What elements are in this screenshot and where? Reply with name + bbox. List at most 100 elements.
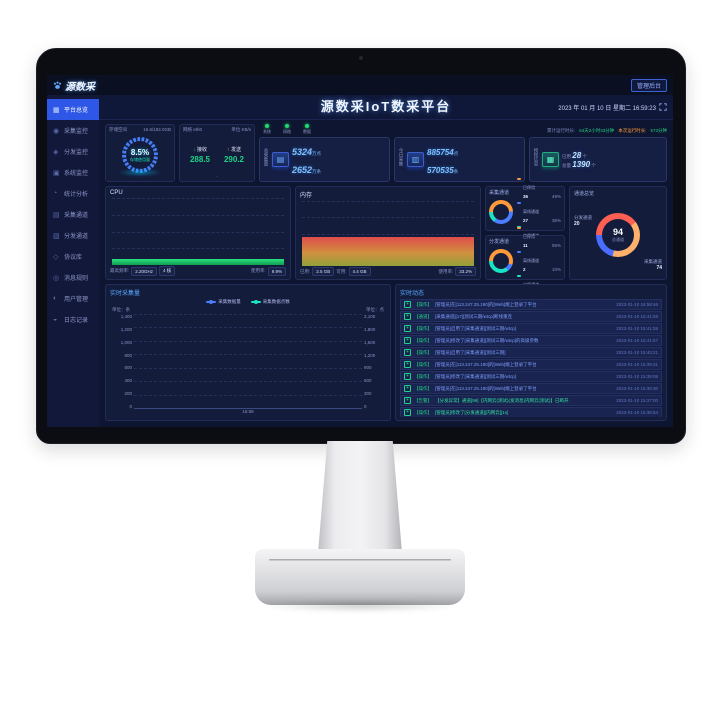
- status-dot-item: 系统: [261, 124, 273, 137]
- activity-tag: 【操作】: [414, 325, 432, 331]
- legend-value: 36: [523, 194, 529, 199]
- activity-row[interactable]: + 【操作】 [管理员]在[113.247.25.190]的[Web]端上登录了…: [400, 299, 662, 310]
- expand-plus-icon[interactable]: +: [404, 313, 411, 320]
- activity-message: [管理员]修改了[采集通道][测试三期/wtcp]: [435, 373, 517, 379]
- donut-legend-row: 离线通道 2 10%: [517, 249, 561, 272]
- sidebar-item[interactable]: ◐ 用户管理: [47, 288, 99, 309]
- topbar: 源数采 管理后台: [47, 75, 673, 95]
- collect-annotation: 采集通道 74: [644, 259, 662, 271]
- activity-row[interactable]: + 【操作】 [管理员]修改了[分发通道][内网云][1s] 2023-01-1…: [400, 407, 662, 417]
- cpu-usage-label: 使用率:: [250, 268, 266, 273]
- recv-value: 288.5: [189, 154, 211, 164]
- activity-row[interactable]: + 【操作】 [管理员]在[113.247.25.190]的[Web]端上登录了…: [400, 383, 662, 394]
- axis-tick: 1,400: [120, 314, 132, 319]
- activity-row[interactable]: + 【操作】 [管理员]修改了[采集通道][测试三期/wtcp] 2023-01…: [400, 371, 662, 382]
- activity-row[interactable]: + 【告警】 【分发异常】通道[99]【内网云(测试)(发消息)内网云(测试)】…: [400, 395, 662, 406]
- activity-time: 2023-01-10 15:35:54: [616, 410, 658, 415]
- channel-total-title: 通道总览: [574, 191, 595, 197]
- license-used-value: 28: [572, 150, 582, 160]
- activity-tag: 【通道】: [414, 313, 432, 319]
- logo-text: 源数采: [65, 81, 95, 93]
- dispatch-channel-donut: [489, 249, 513, 273]
- memory-avail-label: 可用:: [336, 268, 347, 274]
- sidebar-item[interactable]: ◎ 消息规则: [47, 267, 99, 288]
- sidebar-item[interactable]: ▣ 系统监控: [47, 162, 99, 183]
- expand-plus-icon[interactable]: +: [404, 301, 411, 308]
- activity-tag: 【操作】: [414, 409, 432, 415]
- network-title: 网络 eth0: [183, 127, 203, 132]
- sidebar-item-icon: ◇: [53, 253, 59, 261]
- expand-plus-icon[interactable]: +: [404, 349, 411, 356]
- status-dot-item: 网络: [281, 124, 293, 137]
- webcam-dot: [359, 56, 363, 60]
- activity-row[interactable]: + 【操作】 [管理员]在[113.247.25.190]的[Web]端上登录了…: [400, 359, 662, 370]
- activity-message: 【分发异常】通道[99]【内网云(测试)(发消息)内网云(测试)】已断开: [435, 397, 569, 403]
- storage-gauge-ring: [122, 137, 158, 173]
- activity-row[interactable]: + 【操作】 [管理员]修改了[采集通道][测试三期/wtcp]的高级参数 20…: [400, 335, 662, 346]
- expand-plus-icon[interactable]: +: [404, 325, 411, 332]
- activity-message: [管理员]修改了[采集通道][测试三期/wtcp]的高级参数: [435, 337, 539, 343]
- sidebar-item-icon: ◉: [53, 127, 60, 135]
- x-axis-tick: 16:58: [242, 409, 254, 414]
- admin-console-button[interactable]: 管理后台: [630, 78, 667, 92]
- chart-legend-item[interactable]: 采集数据点数: [250, 299, 290, 305]
- expand-plus-icon[interactable]: +: [404, 397, 411, 404]
- dispatch-channel-card: 分发通道 已停用: [485, 227, 565, 296]
- sidebar-item-label: 采集通道: [64, 213, 89, 219]
- legend-percent: 10%: [551, 267, 561, 272]
- runtime-total-value: 64天2小时33分钟: [579, 127, 615, 133]
- sidebar-item[interactable]: ▤ 采集通道: [47, 204, 99, 225]
- sidebar-item[interactable]: ▦ 平台总览: [47, 99, 99, 120]
- expand-plus-icon[interactable]: +: [404, 361, 411, 368]
- chart-legend-item[interactable]: 采集数据量: [206, 299, 241, 305]
- activity-time: 2023-01-10 16:58:46: [616, 302, 658, 307]
- floor-shadow: [228, 598, 492, 614]
- sidebar-item[interactable]: ◇ 协议库: [47, 246, 99, 267]
- left-axis-unit: 单位：条: [112, 307, 130, 312]
- channel-total-label: 总通道: [612, 236, 624, 242]
- expand-plus-icon[interactable]: +: [404, 409, 411, 416]
- legend-percent: 49%: [551, 194, 561, 199]
- activity-tag: 【操作】: [414, 337, 432, 343]
- channel-total-value: 94: [612, 226, 623, 237]
- license-used-unit: 个: [582, 153, 587, 159]
- collect-channel-donut: [489, 200, 513, 224]
- sidebar-item-label: 日志记录: [64, 318, 89, 324]
- status-dot-label: 数据: [303, 129, 311, 134]
- sidebar-item-icon: ▧: [53, 232, 60, 240]
- fullscreen-icon[interactable]: [659, 103, 667, 111]
- monitor-stand-neck: [318, 441, 402, 553]
- activity-tag: 【告警】: [414, 397, 432, 403]
- page-title: 源数采IoT数采平台: [320, 99, 452, 114]
- status-dot-label: 系统: [263, 129, 271, 134]
- activity-row[interactable]: + 【通道】 [采集通道][17][测试三期/wtcp]断线重连 2023-01…: [400, 311, 662, 322]
- sidebar-item[interactable]: ◒ 日志记录: [47, 309, 99, 330]
- expand-plus-icon[interactable]: +: [404, 373, 411, 380]
- sidebar-item-label: 分发监控: [64, 150, 89, 156]
- sidebar-item[interactable]: ◉ 采集监控: [47, 120, 99, 141]
- legend-marker: [517, 227, 521, 229]
- app-logo: 源数采: [53, 78, 103, 93]
- storage-title: 存储空间: [109, 127, 127, 132]
- activity-row[interactable]: + 【操作】 [管理员]启用了[采集通道][测试三期] 2023-01-10 1…: [400, 347, 662, 358]
- activity-row[interactable]: + 【操作】 [管理员]启用了[采集通道][测试三期/wtcp] 2023-01…: [400, 323, 662, 334]
- activity-tag: 【操作】: [414, 301, 432, 307]
- cpu-title: CPU: [110, 190, 123, 196]
- network-unit: 单位 KB/s: [231, 127, 251, 132]
- legend-value: 11: [523, 243, 528, 248]
- sidebar-item[interactable]: ▧ 分发通道: [47, 225, 99, 246]
- expand-plus-icon[interactable]: +: [404, 337, 411, 344]
- activity-tag: 【操作】: [414, 385, 432, 391]
- activity-message: [管理员]在[113.247.25.190]的[Web]端上登录了平台: [435, 361, 537, 367]
- activity-list: + 【操作】 [管理员]在[113.247.25.190]的[Web]端上登录了…: [400, 299, 662, 417]
- sidebar-item[interactable]: ◔ 统计分析: [47, 183, 99, 204]
- activity-time: 2023-01-10 15:37:00: [616, 398, 658, 403]
- network-dash: -: [216, 174, 218, 180]
- sidebar-item-icon: ◒: [53, 316, 58, 323]
- axis-tick: 1,800: [364, 326, 376, 332]
- expand-plus-icon[interactable]: +: [404, 385, 411, 392]
- total-collect-box: 总采集量 ▤ 5324万点 2652万条: [259, 137, 390, 182]
- sidebar-item-label: 分发通道: [64, 234, 89, 240]
- sidebar-item[interactable]: ◈ 分发监控: [47, 141, 99, 162]
- axis-tick: 1,500: [364, 339, 376, 345]
